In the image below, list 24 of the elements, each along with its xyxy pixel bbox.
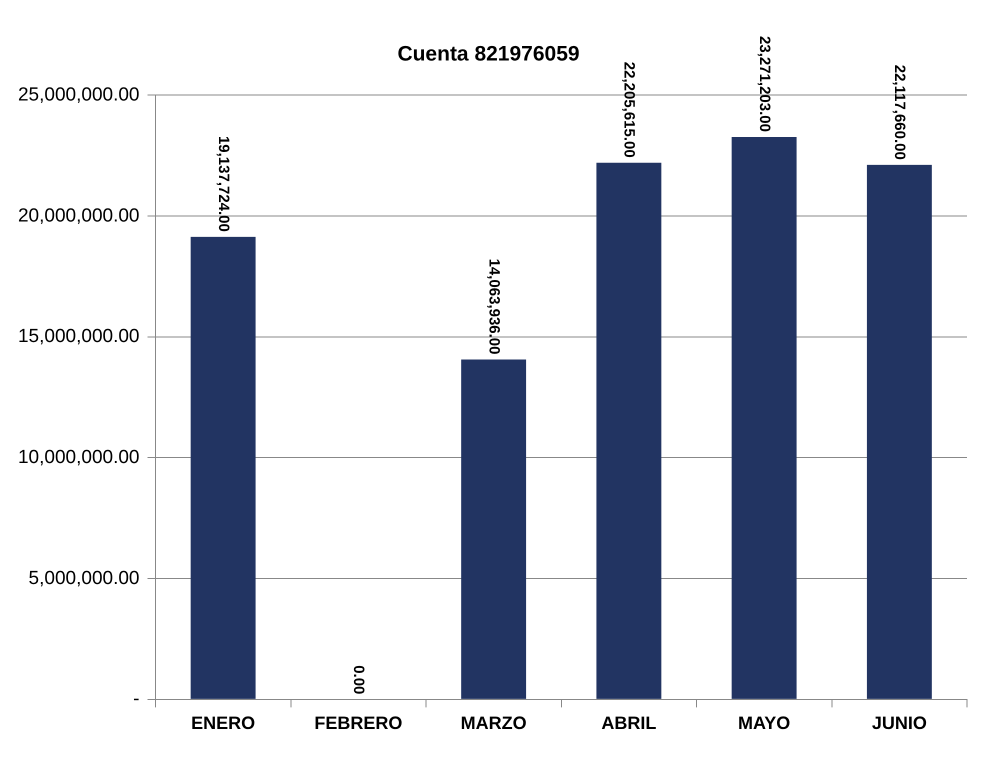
x-tick-label: ENERO <box>191 713 256 734</box>
x-tick-label: ABRIL <box>601 713 656 734</box>
y-tick-label: - <box>133 688 140 710</box>
data-label: 22,205,615.00 <box>620 62 638 158</box>
y-tick-label: 20,000,000.00 <box>18 205 140 226</box>
data-label: 14,063,936.00 <box>485 258 502 355</box>
bar <box>732 136 797 699</box>
data-label: 0.00 <box>350 665 368 694</box>
chart-title: Cuenta 821976059 <box>397 42 580 66</box>
y-tick-label: 5,000,000.00 <box>28 568 140 589</box>
y-tick-label: 10,000,000.00 <box>18 446 140 468</box>
bar <box>866 164 932 699</box>
x-tick-label: FEBRERO <box>314 713 402 734</box>
y-tick-label: 25,000,000.00 <box>18 84 140 106</box>
data-label: 23,271,203.00 <box>756 36 773 132</box>
x-tick-label: MAYO <box>738 713 790 734</box>
bar <box>190 236 256 699</box>
x-tick-label: JUNIO <box>872 713 927 734</box>
data-label: 19,137,724.00 <box>214 136 232 232</box>
data-label: 22,117,660.00 <box>891 64 908 160</box>
bar <box>461 360 526 699</box>
x-tick-label: MARZO <box>460 713 527 734</box>
bar <box>596 162 662 699</box>
y-tick-label: 15,000,000.00 <box>18 326 140 348</box>
